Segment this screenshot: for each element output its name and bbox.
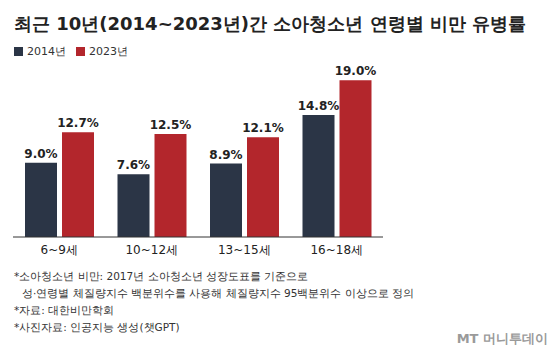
html-text:MT 머니투데이: MT 머니투데이: [456, 331, 548, 346]
html-text:성·연령별 체질량지수 백분위수를 사용해 체질량지수 95: 성·연령별 체질량지수 백분위수를 사용해 체질량지수 95백분위수 이상으로 …: [22, 287, 415, 299]
svg-text:6~9세: 6~9세: [41, 243, 78, 257]
svg-text:10~12세: 10~12세: [125, 243, 178, 257]
html-text:2014년: 2014년: [27, 45, 66, 58]
html-text:2023년: 2023년: [89, 45, 128, 58]
html-text:*소아청소년 비만: 2017년 소아청소년 성장도표를 기: *소아청소년 비만: 2017년 소아청소년 성장도표를 기준으로: [14, 270, 309, 282]
svg-text:14.8%: 14.8%: [298, 99, 340, 113]
html-text:*사진자료: 인공지능 생성(챗GPT): *사진자료: 인공지능 생성(챗GPT): [14, 321, 180, 333]
svg-text:8.9%: 8.9%: [209, 148, 242, 162]
html-text:*자료: 대한비만학회: *자료: 대한비만학회: [14, 304, 115, 316]
svg-text:7.6%: 7.6%: [117, 158, 150, 172]
svg-text:12.1%: 12.1%: [242, 121, 284, 135]
svg-text:13~15세: 13~15세: [218, 243, 271, 257]
svg-text:19.0%: 19.0%: [335, 64, 377, 78]
svg-text:12.5%: 12.5%: [150, 118, 192, 132]
html-text:최근 10년(2014~2023년)간 소아청소년 연령별: 최근 10년(2014~2023년)간 소아청소년 연령별 비만 유병률: [14, 13, 527, 34]
svg-text:16~18세: 16~18세: [310, 243, 363, 257]
svg-text:12.7%: 12.7%: [57, 116, 99, 130]
svg-text:9.0%: 9.0%: [24, 147, 57, 161]
